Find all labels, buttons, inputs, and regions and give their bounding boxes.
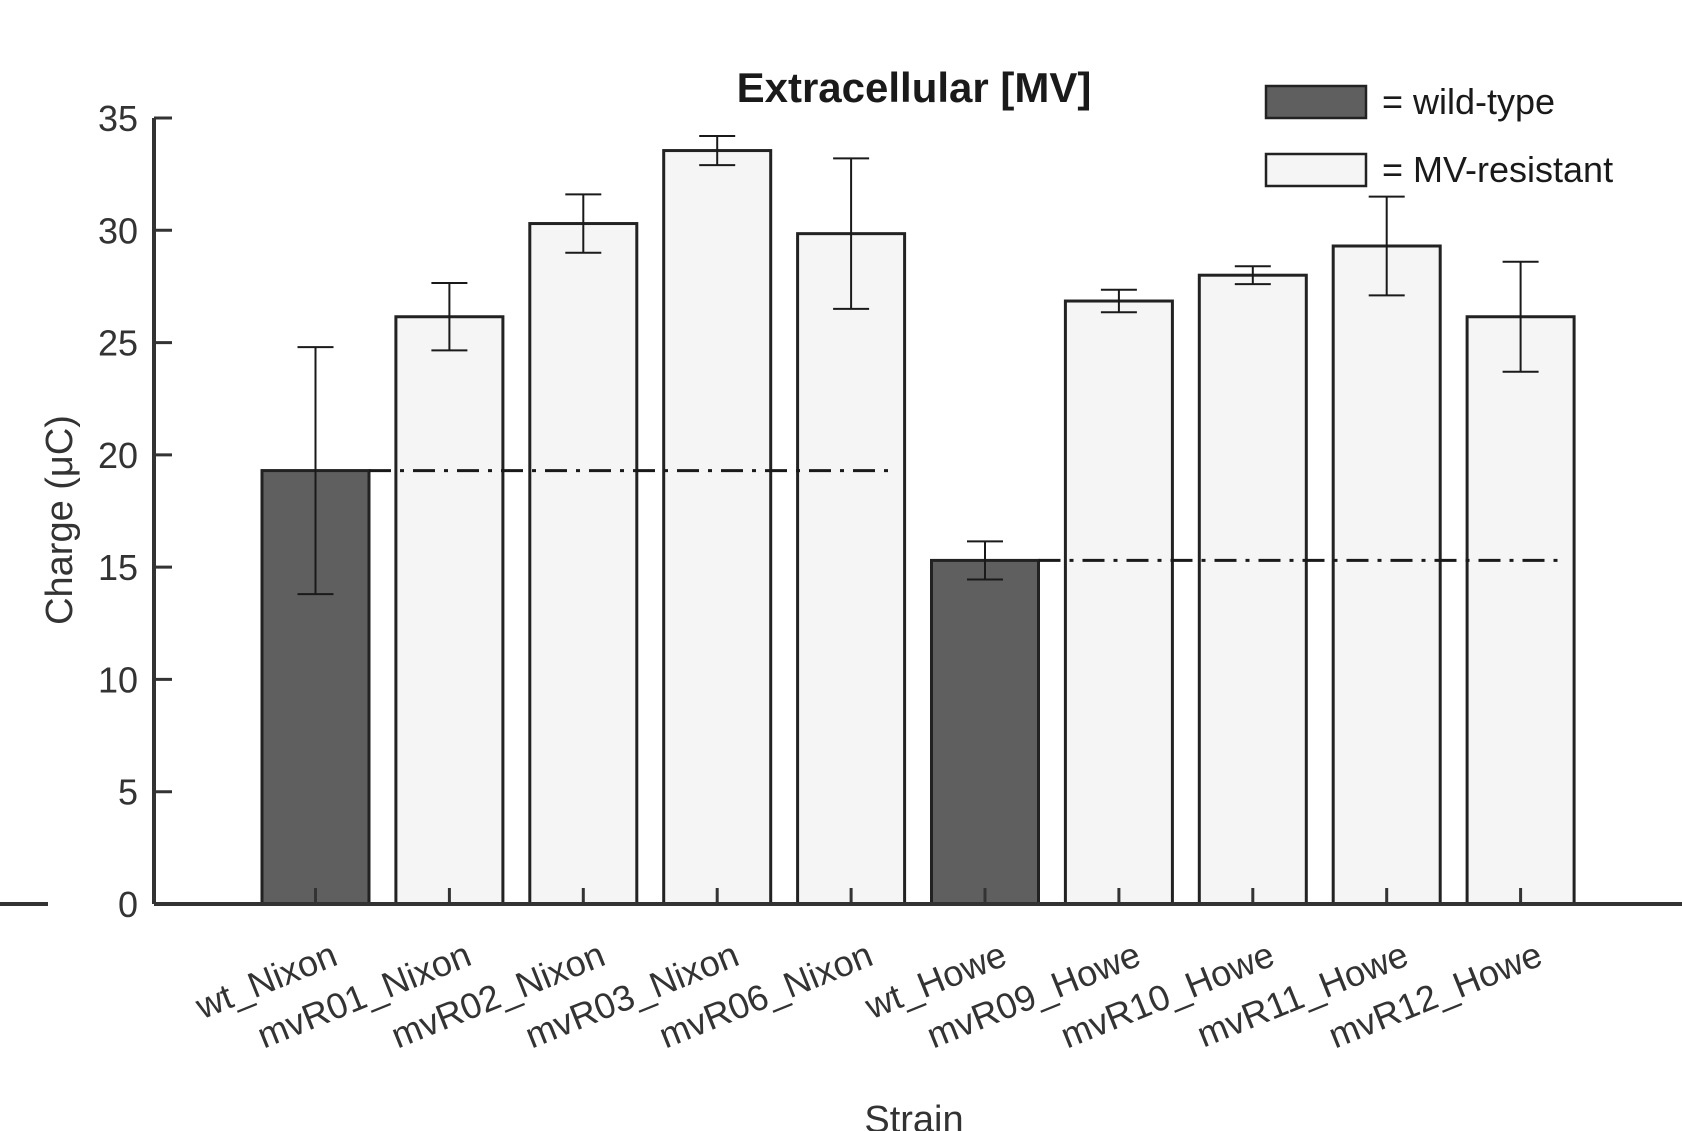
- y-tick-label: 25: [98, 323, 138, 364]
- bar-mvR06_Nixon: [796, 232, 907, 906]
- error-bars: [297, 134, 1539, 596]
- legend: = wild-type = MV-resistant: [1264, 81, 1613, 190]
- bar-mvR09_Howe: [1063, 299, 1174, 906]
- chart-title: Extracellular [MV]: [737, 64, 1092, 111]
- x-axis-label: Strain: [864, 1099, 963, 1131]
- y-tick-label: 0: [118, 884, 138, 925]
- y-tick-label: 5: [118, 772, 138, 813]
- bar-mvR11_Howe: [1331, 244, 1442, 906]
- error-bar-wt_Howe: [967, 540, 1003, 581]
- bar-mvR02_Nixon: [528, 222, 639, 906]
- y-tick-label: 15: [98, 547, 138, 588]
- error-bar-mvR12_Howe: [1502, 260, 1539, 373]
- bar-mvR01_Nixon: [394, 315, 505, 906]
- error-bar-wt_Nixon: [297, 346, 334, 596]
- error-bar-mvR02_Nixon: [565, 193, 602, 254]
- y-axis: 0 5 10 15 20 25 30 35: [98, 98, 172, 925]
- error-bar-mvR09_Howe: [1100, 288, 1137, 314]
- legend-swatch: [1264, 84, 1368, 120]
- error-bar-mvR11_Howe: [1368, 195, 1405, 297]
- bar-mvR03_Nixon: [662, 149, 773, 906]
- error-bar-mvR06_Nixon: [833, 157, 870, 310]
- bar-mvR12_Howe: [1465, 315, 1576, 906]
- x-axis: wt_NixonmvR01_NixonmvR02_NixonmvR03_Nixo…: [0, 888, 1682, 1056]
- y-tick-label: 35: [98, 98, 138, 139]
- bar-wt_Howe: [930, 558, 1040, 906]
- legend-swatch: [1264, 152, 1368, 188]
- bar-mvR10_Howe: [1197, 273, 1308, 906]
- bars: [260, 149, 1576, 906]
- y-tick-label: 10: [98, 659, 138, 700]
- error-bar-mvR03_Nixon: [699, 134, 736, 167]
- error-bar-mvR10_Howe: [1234, 265, 1271, 286]
- y-axis-label: Charge (μC): [39, 415, 81, 625]
- error-bar-mvR01_Nixon: [431, 282, 468, 352]
- legend-label: = MV-resistant: [1382, 149, 1613, 190]
- y-tick-label: 30: [98, 210, 138, 251]
- legend-label: = wild-type: [1382, 81, 1555, 122]
- y-tick-label: 20: [98, 435, 138, 476]
